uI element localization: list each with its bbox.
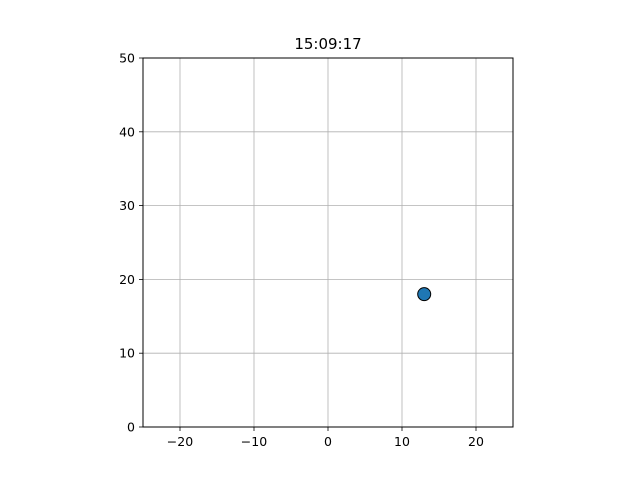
ticks: −20 −10 0 10 20 0 10 20 30 40 50 — [119, 51, 484, 450]
y-tick-label: 40 — [119, 124, 135, 139]
y-tick-label: 50 — [119, 51, 135, 66]
y-tick-label: 20 — [119, 272, 135, 287]
plot-area-frame — [142, 57, 514, 428]
x-tick-label: 10 — [394, 434, 410, 449]
y-tick-label: 10 — [119, 346, 135, 361]
x-tick-label: 20 — [468, 434, 484, 449]
x-tick-label: −20 — [167, 434, 193, 449]
y-tick-label: 30 — [119, 198, 135, 213]
x-tick-label: −10 — [241, 434, 267, 449]
x-tick-label: 0 — [324, 434, 332, 449]
data-points — [417, 287, 432, 302]
chart-title: 15:09:17 — [294, 35, 361, 53]
data-point — [417, 287, 432, 302]
y-tick-label: 0 — [127, 420, 135, 435]
